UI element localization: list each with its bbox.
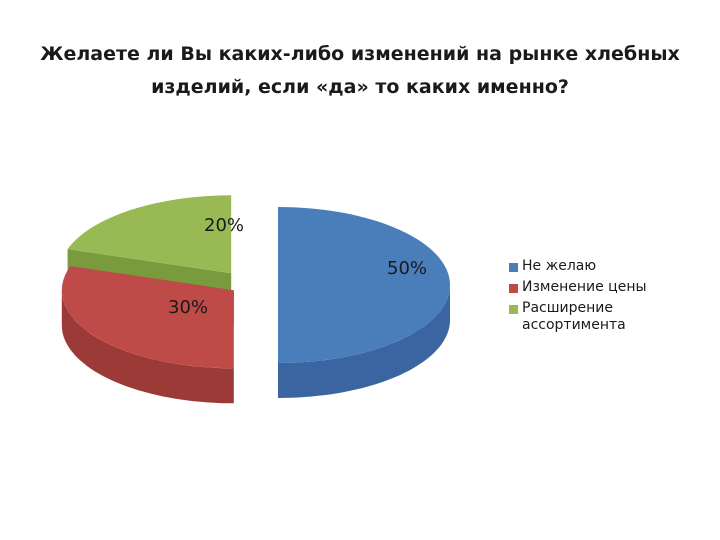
pie-slice-side-izmenenie-tseny (61, 290, 234, 404)
pie-slice-izmenenie-tseny (61, 266, 234, 369)
chart-title: Желаете ли Вы каких-либо изменений на ры… (40, 43, 680, 98)
legend-swatch (509, 263, 518, 272)
legend: Не желаю Изменение цены Расширение ассор… (509, 258, 709, 338)
legend-swatch (509, 284, 518, 293)
legend-label: Изменение цены (522, 279, 647, 295)
legend-label: Не желаю (522, 258, 597, 274)
data-label-ne-zhelayu: 50% (387, 258, 427, 279)
pie-slice-side-ne-zhelayu (278, 285, 450, 398)
legend-item-izmenenie-tseny: Изменение цены (509, 279, 709, 296)
data-label-izmenenie-tseny: 30% (168, 297, 208, 318)
legend-item-ne-zhelayu: Не желаю (509, 258, 709, 275)
legend-label: Расширение ассортимента (522, 300, 626, 333)
data-label-rasshirenie-assortimenta: 20% (204, 215, 244, 236)
pie-slice-ne-zhelayu (278, 207, 450, 363)
legend-swatch (509, 305, 518, 314)
pie-slice-rasshirenie-assortimenta (67, 195, 232, 274)
legend-item-rasshirenie-assortimenta: Расширение ассортимента (509, 300, 709, 334)
